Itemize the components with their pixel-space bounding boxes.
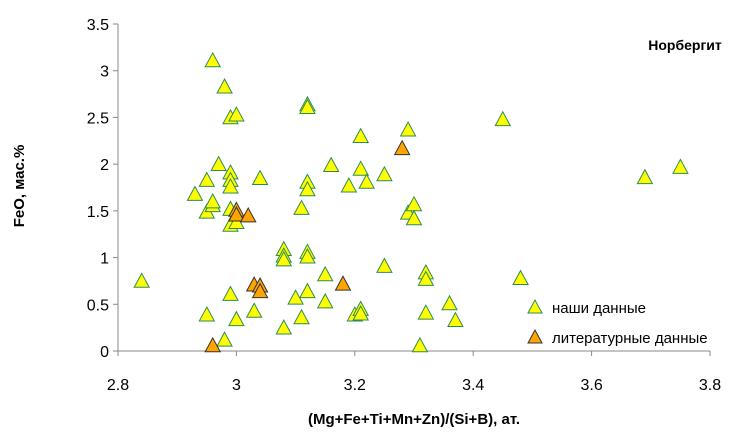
data-point-our-data [322,156,340,172]
y-tick-label: 3 [100,64,109,81]
data-point-literature-data [334,275,352,291]
data-point-literature-data [204,336,222,353]
data-point-our-data [216,78,233,94]
data-point-our-data [316,292,334,309]
data-point-literature-data [251,282,269,299]
data-point-our-data [287,289,304,305]
data-point-our-data [245,302,263,318]
data-point-our-data [672,158,689,174]
data-point-our-data [636,168,654,185]
x-axis-label: (Mg+Fe+Ti+Mn+Zn)/(Si+B), ат. [308,411,520,428]
legend-label-literature-data: литературные данные [552,330,708,347]
data-point-literature-data [228,206,245,222]
x-tick-label: 3 [232,377,241,394]
data-point-our-data [376,257,393,273]
data-point-our-data [352,160,370,176]
y-tick-label: 3.5 [87,17,109,34]
legend-marker-literature-data [527,328,543,344]
data-point-our-data [358,173,375,189]
data-point-our-data [405,209,423,226]
data-point-our-data [417,270,435,286]
data-point-our-data [228,106,245,122]
data-point-our-data [512,269,529,286]
data-point-our-data [376,165,393,182]
data-point-our-data [417,304,435,320]
data-point-our-data [216,331,233,347]
x-tick-label: 2.8 [107,377,129,394]
data-point-our-data [447,311,464,328]
data-point-our-data [133,272,151,288]
y-tick-label: 0 [100,344,109,361]
data-point-our-data [210,155,227,172]
data-point-our-data [299,180,316,197]
data-point-our-data [352,127,370,143]
data-point-our-data [204,192,222,209]
y-tick-label: 0.5 [87,297,109,314]
legend-label-our-data: наши данные [552,300,646,317]
data-point-our-data [204,51,222,68]
data-point-our-data [299,98,316,115]
data-point-our-data [316,265,334,282]
data-point-our-data [494,110,512,127]
y-tick-label: 1.5 [87,204,109,221]
chart-title: Норбергит [648,37,722,53]
data-point-literature-data [239,206,257,223]
data-point-our-data [293,308,310,325]
legend: наши данные литературные данные [527,298,708,347]
data-point-our-data [405,195,423,212]
data-point-our-data [441,294,458,311]
x-tick-label: 3.2 [344,377,366,394]
legend-marker-our-data [527,298,543,314]
data-point-our-data [340,177,358,193]
data-point-our-data [399,121,417,137]
data-point-our-data [275,250,293,267]
y-axis-label: FeO, мас.% [11,145,28,228]
data-point-our-data [411,336,429,353]
y-tick-label: 2.5 [87,110,109,127]
data-point-our-data [198,306,216,322]
data-point-our-data [299,282,316,299]
data-point-our-data [222,285,239,301]
data-point-our-data [299,248,316,264]
x-tick-label: 3.8 [699,377,721,394]
data-point-our-data [222,178,239,194]
x-tick-label: 3.4 [462,377,484,394]
data-point-our-data [275,319,293,335]
data-point-literature-data [393,139,411,156]
data-point-our-data [228,213,245,229]
y-tick-label: 1 [100,251,109,268]
data-point-our-data [186,185,204,201]
x-tick-label: 3.6 [580,377,602,394]
y-tick-label: 2 [100,157,109,174]
data-point-our-data [228,310,245,327]
data-point-our-data [251,169,269,186]
data-point-our-data [293,199,310,215]
data-point-our-data [198,171,216,187]
data-point-our-data [352,305,370,321]
